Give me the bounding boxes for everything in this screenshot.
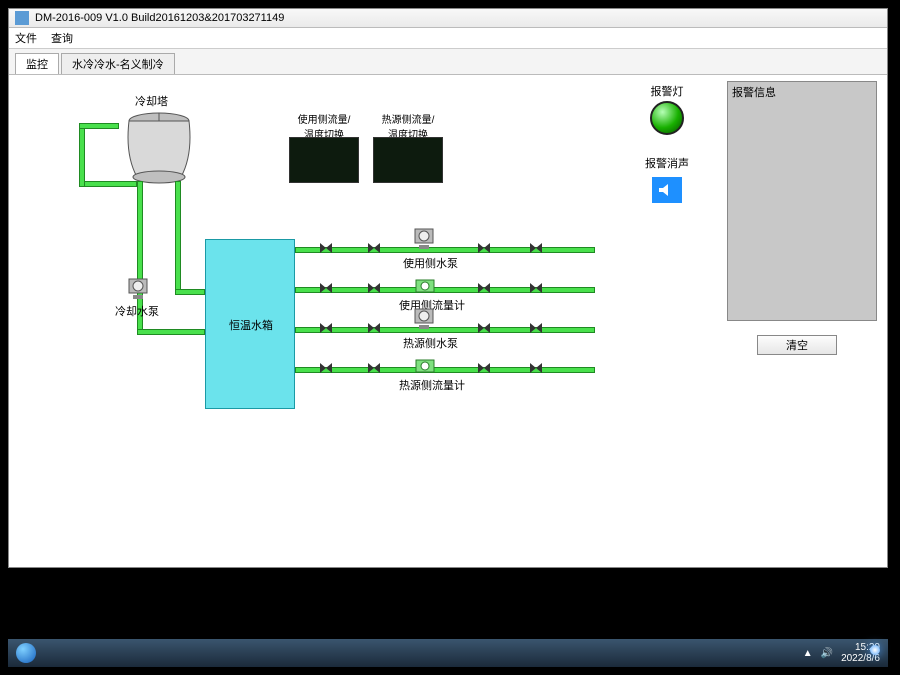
pipe [175,289,205,295]
alarm-mute-button[interactable] [652,177,682,203]
pipe [295,327,595,333]
valve-icon[interactable] [477,281,491,295]
user-flowmeter-icon[interactable] [415,277,435,295]
valve-icon[interactable] [367,321,381,335]
tab-monitor[interactable]: 监控 [15,53,59,74]
pipe [79,123,85,187]
tray-network-icon[interactable]: ▲ [803,648,813,659]
heat-flow-label: 热源侧流量计 [399,377,465,393]
valve-icon[interactable] [367,241,381,255]
system-diagram: 冷却塔 冷却水泵 恒温水箱 使用侧流量/ [19,75,619,567]
cooling-pump-icon [127,275,149,301]
pipe [295,247,595,253]
cooling-tower-icon [119,105,199,185]
title-bar: DM-2016-009 V1.0 Build20161203&201703271… [9,9,887,28]
pipe [79,181,137,187]
valve-icon[interactable] [477,361,491,375]
valve-icon[interactable] [529,321,543,335]
cooling-tower-label: 冷却塔 [135,93,168,109]
valve-icon[interactable] [529,241,543,255]
monitor1-line1: 使用侧流量/ [298,115,351,126]
taskbar: ▲ 🔊 15:20 2022/8/6 [8,639,888,667]
pipe [295,367,595,373]
menu-query[interactable]: 查询 [51,30,73,46]
tab-mode[interactable]: 水冷冷水-名义制冷 [61,53,175,74]
cooling-pump-label: 冷却水泵 [115,303,159,319]
alarm-msg-label: 报警信息 [732,87,776,99]
system-tray: ▲ 🔊 15:20 2022/8/6 [803,642,880,664]
heat-pump-icon[interactable] [413,305,435,331]
heat-pump-label: 热源侧水泵 [403,335,458,351]
alarm-lamp-icon [650,101,684,135]
monitor2-line1: 热源侧流量/ [382,115,435,126]
user-pump-label: 使用侧水泵 [403,255,458,271]
alarm-panel: 报警灯 报警消声 报警信息 清空 [627,75,887,567]
alarm-message-box: 报警信息 [727,81,877,321]
valve-icon[interactable] [319,321,333,335]
alarm-sound-label: 报警消声 [637,155,697,171]
tab-strip: 监控 水冷冷水-名义制冷 [9,49,887,75]
alarm-lamp-label: 报警灯 [637,83,697,99]
valve-icon[interactable] [477,241,491,255]
monitor2-display[interactable] [373,137,443,183]
clear-button[interactable]: 清空 [757,335,837,355]
pipe [295,287,595,293]
app-window: DM-2016-009 V1.0 Build20161203&201703271… [8,8,888,568]
monitor1-display[interactable] [289,137,359,183]
valve-icon[interactable] [477,321,491,335]
tank-label: 恒温水箱 [229,317,273,333]
start-button[interactable] [16,643,36,663]
valve-icon[interactable] [367,281,381,295]
valve-icon[interactable] [529,281,543,295]
monitor-power-led [870,645,880,655]
valve-icon[interactable] [319,241,333,255]
window-title: DM-2016-009 V1.0 Build20161203&201703271… [35,12,284,24]
heat-flowmeter-icon[interactable] [415,357,435,375]
user-pump-icon[interactable] [413,225,435,251]
pipe [137,329,205,335]
tray-sound-icon[interactable]: 🔊 [821,648,833,659]
valve-icon[interactable] [529,361,543,375]
menu-bar: 文件 查询 [9,28,887,49]
valve-icon[interactable] [367,361,381,375]
pipe [175,181,181,291]
menu-file[interactable]: 文件 [15,30,37,46]
valve-icon[interactable] [319,361,333,375]
app-icon [15,11,29,25]
pipe [79,123,119,129]
content-area: 冷却塔 冷却水泵 恒温水箱 使用侧流量/ [9,75,887,567]
valve-icon[interactable] [319,281,333,295]
